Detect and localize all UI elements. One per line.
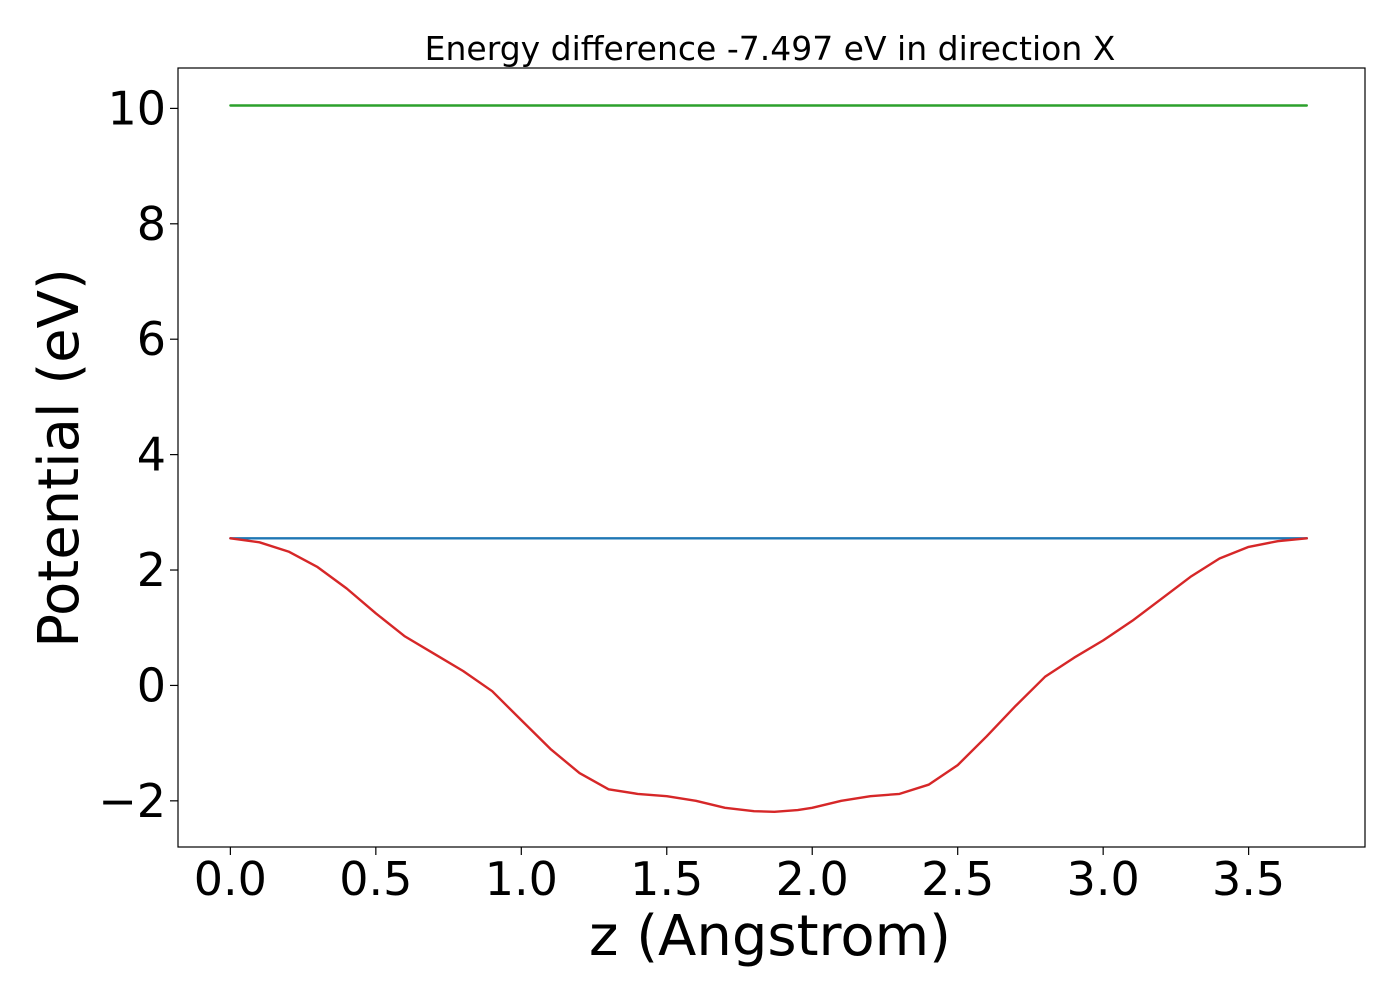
x-tick-label: 1.0 bbox=[485, 852, 558, 906]
x-tick-label: 3.5 bbox=[1212, 852, 1285, 906]
y-tick-label: 10 bbox=[107, 81, 166, 135]
y-tick-label: −2 bbox=[98, 774, 166, 828]
y-tick-label: 8 bbox=[137, 197, 166, 251]
series-layer bbox=[229, 104, 1308, 813]
y-tick-label: 4 bbox=[137, 428, 166, 482]
y-axis: −2 0 2 4 6 8 10 bbox=[98, 81, 178, 828]
x-tick-label: 1.5 bbox=[630, 852, 703, 906]
y-tick-label: 0 bbox=[137, 658, 166, 712]
y-axis-label: Potential (eV) bbox=[27, 268, 92, 648]
x-tick-label: 0.5 bbox=[339, 852, 412, 906]
x-tick-label: 0.0 bbox=[194, 852, 267, 906]
plot-frame bbox=[177, 67, 1366, 848]
x-tick-label: 2.0 bbox=[776, 852, 849, 906]
y-tick-label: 2 bbox=[137, 543, 166, 597]
x-tick-label: 3.0 bbox=[1067, 852, 1140, 906]
chart-title: Energy difference -7.497 eV in direction… bbox=[425, 29, 1116, 68]
y-tick-label: 6 bbox=[137, 312, 166, 366]
x-tick-label: 2.5 bbox=[921, 852, 994, 906]
x-axis-label: z (Angstrom) bbox=[589, 904, 951, 969]
x-axis: 0.0 0.5 1.0 1.5 2.0 2.5 3.0 3.5 bbox=[194, 847, 1285, 906]
series-line-2 bbox=[229, 537, 1308, 813]
